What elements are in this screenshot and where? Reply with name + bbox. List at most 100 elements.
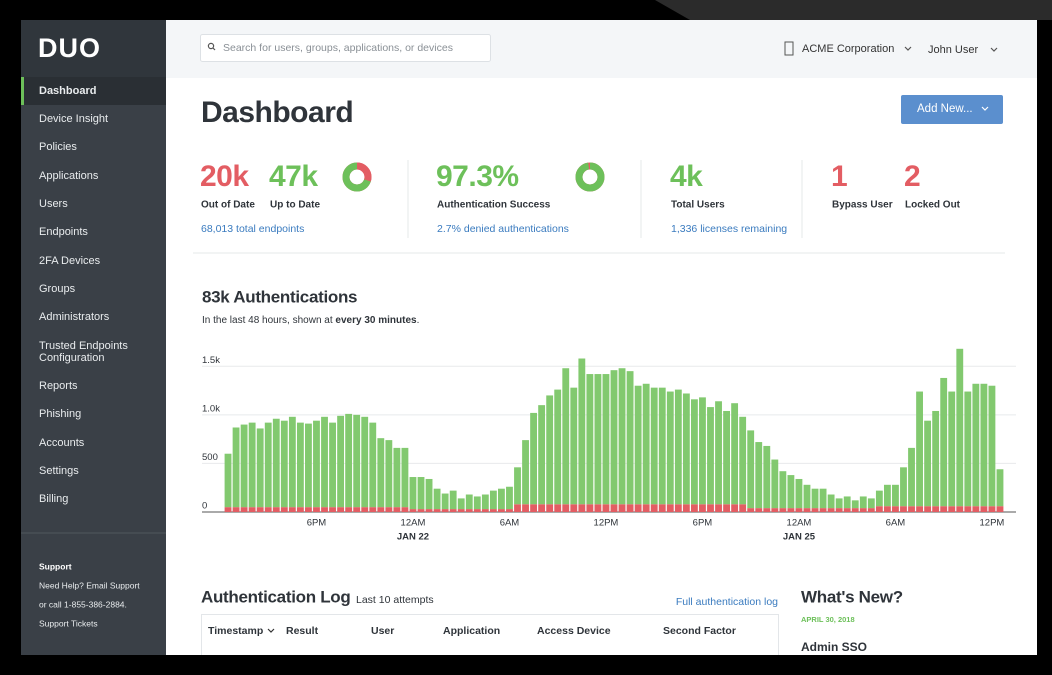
stat-link[interactable]: 2.7% denied authentications	[437, 223, 569, 235]
bar-segment	[224, 507, 232, 512]
y-tick-label: 1.0k	[202, 403, 220, 414]
bar-segment	[996, 469, 1004, 507]
stat-link[interactable]: 68,013 total endpoints	[201, 223, 304, 235]
bar-segment	[892, 484, 899, 507]
backdrop	[655, 0, 1052, 20]
nav-item[interactable]: 2FA Devices	[39, 255, 101, 267]
nav-active	[21, 77, 166, 105]
bar-segment	[377, 438, 385, 508]
user-name[interactable]: John User	[928, 44, 978, 56]
add-new-button[interactable]	[901, 95, 1003, 124]
bar-segment	[795, 478, 803, 509]
bar-segment	[747, 430, 755, 509]
whats-new-title: What's New?	[801, 587, 903, 606]
bar-segment	[843, 496, 851, 509]
sidebar	[21, 20, 166, 655]
support-line[interactable]: Support Tickets	[39, 618, 98, 628]
bar-segment	[932, 410, 940, 507]
bar-segment	[803, 484, 811, 509]
bar-segment	[586, 374, 594, 505]
nav-item[interactable]: Dashboard	[39, 85, 96, 97]
chevron	[981, 106, 989, 111]
support-line[interactable]: Need Help? Email Support	[39, 580, 140, 590]
bar-segment	[787, 475, 795, 509]
bar-segment	[626, 371, 634, 505]
bar-segment	[433, 488, 441, 510]
bar-segment	[883, 506, 891, 512]
bar-segment	[755, 508, 763, 512]
bar-segment	[465, 494, 473, 510]
bar-segment	[875, 506, 883, 512]
bar-segment	[248, 507, 256, 512]
bar-segment	[538, 405, 546, 505]
bar-segment	[441, 493, 449, 510]
nav-item[interactable]: Applications	[39, 170, 99, 182]
nav-item[interactable]: Phishing	[39, 408, 81, 420]
chevron	[904, 46, 912, 51]
nav-item[interactable]: Device Insight	[39, 113, 108, 125]
bar-segment	[602, 374, 610, 505]
bar-segment	[779, 471, 787, 509]
stat-label: Out of Date	[201, 200, 255, 211]
bar-segment	[264, 507, 272, 512]
x-tick-label: 6PM	[693, 518, 713, 529]
bottom-edge	[0, 655, 1052, 675]
bar-segment	[305, 507, 312, 512]
search-icon	[212, 47, 216, 51]
org-name[interactable]: ACME Corporation	[802, 43, 894, 55]
bar-segment	[980, 383, 988, 507]
log-link[interactable]: Full authentication log	[676, 596, 778, 608]
stat-link[interactable]: 1,336 licenses remaining	[671, 223, 787, 235]
bar-segment	[337, 507, 345, 512]
bar-segment	[723, 504, 730, 512]
bar-segment	[409, 509, 417, 512]
y-tick-label: 1.5k	[202, 355, 220, 366]
subtitle-text: In the last 48 hours, shown at	[202, 315, 335, 326]
nav-item[interactable]: Billing	[39, 493, 68, 505]
donut-arc	[575, 162, 605, 192]
bar-segment	[361, 507, 369, 512]
nav-item[interactable]: Accounts	[39, 437, 85, 449]
bar-segment	[699, 504, 706, 512]
bar-segment	[393, 507, 401, 512]
bar-segment	[256, 507, 264, 512]
nav-item[interactable]: Endpoints	[39, 226, 88, 238]
bar-segment	[642, 504, 650, 512]
stat-label: Up to Date	[270, 200, 320, 211]
bar-segment	[361, 416, 369, 508]
search-icon	[207, 42, 215, 50]
nav-item[interactable]: Groups	[39, 283, 76, 295]
bar-segment	[457, 509, 465, 512]
bar-segment	[321, 416, 328, 508]
column-header[interactable]: Timestamp	[208, 625, 263, 637]
bar-segment	[618, 368, 626, 505]
nav-item[interactable]: Users	[39, 198, 68, 210]
bar-segment	[707, 407, 714, 505]
stat-label: Authentication Success	[437, 200, 551, 211]
bar-segment	[385, 440, 393, 508]
y-tick-label: 500	[202, 452, 218, 463]
subtitle-end: .	[417, 315, 420, 326]
bar-segment	[699, 397, 706, 505]
bar-segment	[498, 509, 505, 512]
bar-segment	[224, 453, 232, 508]
bar-segment	[682, 393, 690, 505]
bar-segment	[401, 447, 409, 508]
support-line[interactable]: or call 1-855-386-2884.	[39, 599, 127, 609]
bar-segment	[337, 415, 345, 508]
bar-segment	[272, 507, 280, 512]
nav-item[interactable]: Configuration	[39, 352, 104, 364]
nav-item[interactable]: Reports	[39, 380, 78, 392]
bar-segment	[674, 504, 682, 512]
bar-segment	[707, 504, 714, 512]
bar-segment	[859, 496, 867, 509]
search-box[interactable]	[200, 34, 491, 62]
nav-item[interactable]: Policies	[39, 141, 77, 153]
nav-item[interactable]: Settings	[39, 465, 79, 477]
bar-segment	[240, 507, 248, 512]
bar-segment	[674, 389, 682, 505]
column-header: Access Device	[537, 625, 611, 637]
nav-item[interactable]: Trusted Endpoints	[39, 340, 128, 352]
nav-item[interactable]: Administrators	[39, 311, 110, 323]
bar-segment	[506, 486, 513, 510]
